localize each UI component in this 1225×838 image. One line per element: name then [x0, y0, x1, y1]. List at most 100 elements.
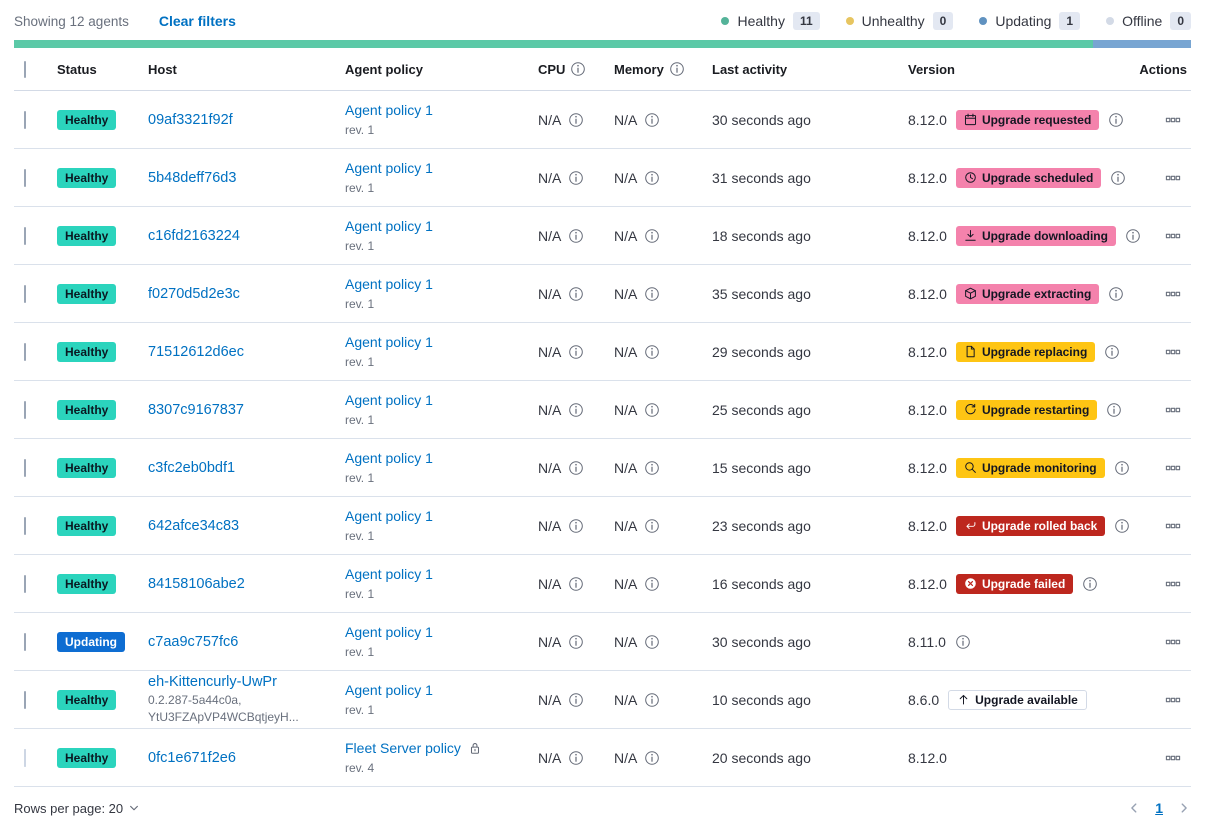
host-link[interactable]: 5b48deff76d3 [148, 170, 237, 186]
info-icon[interactable] [644, 692, 660, 708]
version-info-icon[interactable] [1104, 344, 1120, 360]
info-icon[interactable] [644, 402, 660, 418]
version-info-icon[interactable] [1108, 112, 1124, 128]
policy-cell: Agent policy 1 rev. 1 [345, 274, 538, 313]
row-checkbox[interactable] [24, 342, 26, 361]
version-info-icon[interactable] [1110, 170, 1126, 186]
version-info-icon[interactable] [955, 634, 971, 650]
info-icon[interactable] [568, 402, 584, 418]
policy-link[interactable]: Agent policy 1 [345, 391, 433, 408]
row-checkbox[interactable] [24, 632, 26, 651]
version-info-icon[interactable] [1114, 518, 1130, 534]
upgrade-badge-label: Upgrade monitoring [981, 460, 1097, 475]
row-actions-button[interactable] [1165, 402, 1181, 418]
row-actions-button[interactable] [1165, 692, 1181, 708]
row-actions-button[interactable] [1165, 750, 1181, 766]
row-actions-button[interactable] [1165, 576, 1181, 592]
row-checkbox[interactable] [24, 748, 26, 767]
info-icon[interactable] [568, 460, 584, 476]
info-icon[interactable] [669, 61, 685, 77]
info-icon[interactable] [644, 460, 660, 476]
info-icon[interactable] [644, 518, 660, 534]
info-icon[interactable] [644, 228, 660, 244]
version-info-icon[interactable] [1082, 576, 1098, 592]
host-link[interactable]: 0fc1e671f2e6 [148, 750, 236, 766]
policy-cell: Agent policy 1 rev. 1 [345, 216, 538, 255]
policy-link[interactable]: Agent policy 1 [345, 507, 433, 524]
host-link[interactable]: c7aa9c757fc6 [148, 634, 239, 650]
policy-link[interactable]: Agent policy 1 [345, 681, 433, 698]
row-actions-button[interactable] [1165, 286, 1181, 302]
rows-per-page-selector[interactable]: Rows per page: 20 [14, 801, 140, 816]
info-icon[interactable] [568, 112, 584, 128]
version-cell: 8.12.0 Upgrade requested [908, 109, 1131, 130]
last-activity: 31 seconds ago [712, 169, 811, 186]
host-link[interactable]: 84158106abe2 [148, 576, 245, 592]
host-link[interactable]: 71512612d6ec [148, 344, 244, 360]
row-actions-button[interactable] [1165, 112, 1181, 128]
host-link[interactable]: c16fd2163224 [148, 228, 240, 244]
host-link[interactable]: 642afce34c83 [148, 518, 240, 534]
version-info-icon[interactable] [1108, 286, 1124, 302]
next-page-button[interactable] [1177, 801, 1191, 815]
policy-link[interactable]: Fleet Server policy [345, 739, 461, 756]
row-actions-button[interactable] [1165, 518, 1181, 534]
info-icon[interactable] [644, 750, 660, 766]
info-icon[interactable] [568, 170, 584, 186]
info-icon[interactable] [644, 344, 660, 360]
row-checkbox[interactable] [24, 574, 26, 593]
info-icon[interactable] [568, 286, 584, 302]
host-link[interactable]: 8307c9167837 [148, 402, 244, 418]
version-info-icon[interactable] [1114, 460, 1130, 476]
version-info-icon[interactable] [1106, 402, 1122, 418]
row-checkbox[interactable] [24, 690, 26, 709]
info-icon[interactable] [644, 634, 660, 650]
row-checkbox[interactable] [24, 110, 26, 129]
legend-item-updating: Updating 1 [979, 12, 1081, 30]
host-link[interactable]: 09af3321f92f [148, 112, 233, 128]
row-checkbox[interactable] [24, 168, 26, 187]
info-icon[interactable] [644, 286, 660, 302]
row-checkbox[interactable] [24, 458, 26, 477]
info-icon[interactable] [568, 344, 584, 360]
page-number-button[interactable]: 1 [1155, 800, 1163, 816]
upgrade-badge-icon [964, 113, 977, 126]
row-actions-button[interactable] [1165, 460, 1181, 476]
policy-link[interactable]: Agent policy 1 [345, 449, 433, 466]
row-actions-button[interactable] [1165, 228, 1181, 244]
row-checkbox[interactable] [24, 284, 26, 303]
clear-filters-button[interactable]: Clear filters [158, 13, 236, 29]
info-icon[interactable] [570, 61, 586, 77]
row-actions-button[interactable] [1165, 634, 1181, 650]
info-icon[interactable] [568, 750, 584, 766]
row-actions-button[interactable] [1165, 344, 1181, 360]
row-checkbox[interactable] [24, 516, 26, 535]
info-icon[interactable] [568, 634, 584, 650]
cpu-cell: N/A [538, 750, 614, 766]
policy-link[interactable]: Agent policy 1 [345, 623, 433, 640]
info-icon[interactable] [644, 112, 660, 128]
host-link[interactable]: eh-Kittencurly-UwPr [148, 674, 277, 691]
row-checkbox[interactable] [24, 226, 26, 245]
info-icon[interactable] [568, 576, 584, 592]
info-icon[interactable] [568, 228, 584, 244]
info-icon[interactable] [644, 170, 660, 186]
host-link[interactable]: c3fc2eb0bdf1 [148, 460, 236, 476]
info-icon[interactable] [644, 576, 660, 592]
policy-link[interactable]: Agent policy 1 [345, 217, 433, 234]
row-actions-button[interactable] [1165, 170, 1181, 186]
previous-page-button[interactable] [1127, 801, 1141, 815]
info-icon[interactable] [568, 518, 584, 534]
toolbar: Showing 12 agents Clear filters Healthy 1… [14, 0, 1191, 38]
select-all-checkbox[interactable] [24, 60, 26, 78]
row-checkbox[interactable] [24, 400, 26, 419]
policy-link[interactable]: Agent policy 1 [345, 159, 433, 176]
legend-count-badge: 1 [1059, 12, 1081, 30]
policy-link[interactable]: Agent policy 1 [345, 333, 433, 350]
info-icon[interactable] [568, 692, 584, 708]
policy-link[interactable]: Agent policy 1 [345, 275, 433, 292]
version-info-icon[interactable] [1125, 228, 1141, 244]
policy-link[interactable]: Agent policy 1 [345, 101, 433, 118]
host-link[interactable]: f0270d5d2e3c [148, 286, 240, 302]
policy-link[interactable]: Agent policy 1 [345, 565, 433, 582]
